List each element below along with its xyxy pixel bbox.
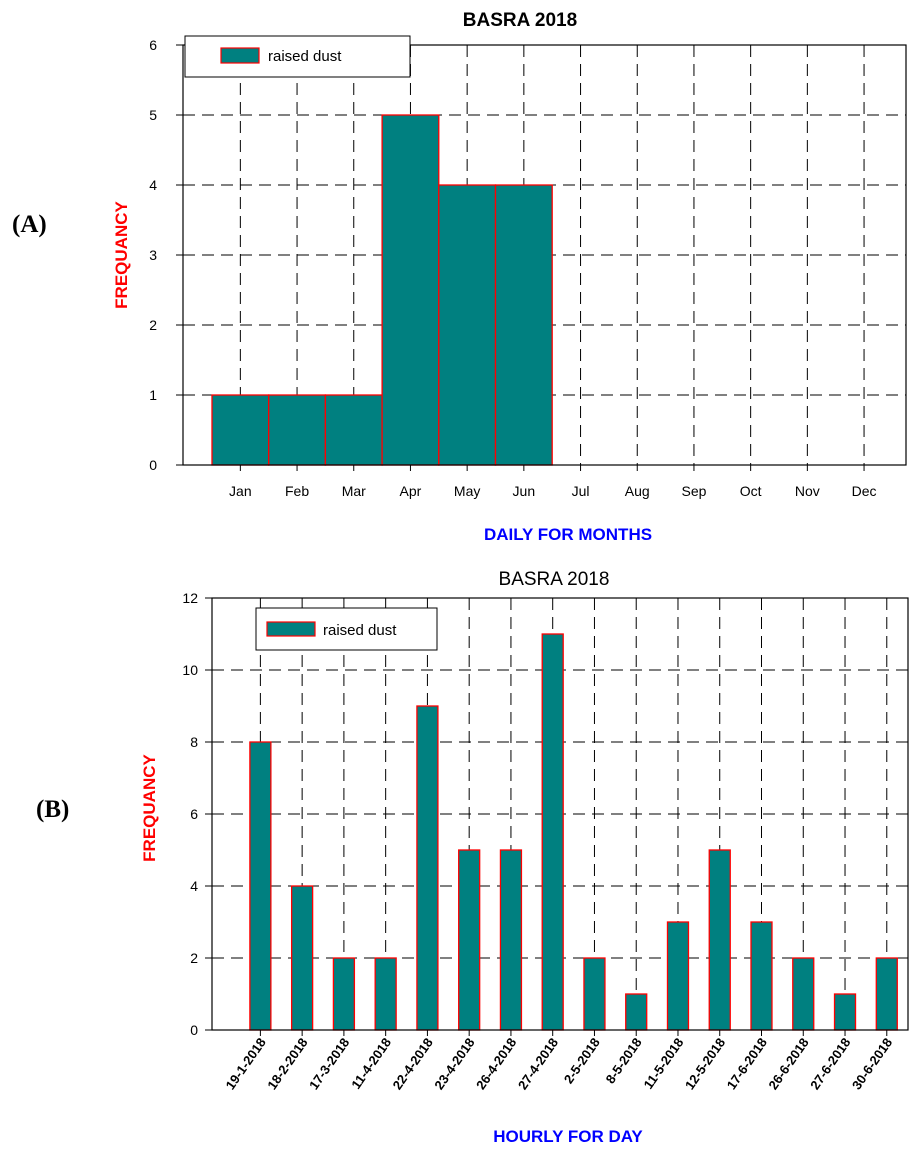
- bar-23-4-2018: [458, 849, 481, 1031]
- chart-b: (B) BASRA 2018 0 2 4 6 8 10 12 19-1-201818-2-2…: [36, 569, 909, 1146]
- bar-17-3-2018: [332, 957, 356, 1031]
- chart-a-bars: [211, 114, 553, 466]
- x-tick-label: 23-4-2018: [431, 1035, 477, 1092]
- x-tick-label: Jul: [572, 483, 590, 499]
- bar-19-1-2018: [249, 741, 272, 1031]
- bar-26-4-2018: [499, 849, 523, 1031]
- x-tick-label: Oct: [740, 483, 762, 499]
- chart-a: (A) BASRA 2018 0 1 2 3 4 5 6 Jan Feb Mar Apr May Ju…: [12, 10, 907, 544]
- chart-a-title: BASRA 2018: [463, 10, 577, 31]
- bar-may: [438, 184, 497, 466]
- y-tick-label: 4: [149, 177, 157, 193]
- chart-b-legend-swatch: [266, 621, 316, 637]
- x-tick-label: 11-4-2018: [348, 1035, 394, 1092]
- chart-a-x-ticks: Jan Feb Mar Apr May Jun Jul Aug Sep Oct Nov Dec: [229, 465, 877, 499]
- x-tick-label: Feb: [285, 483, 309, 499]
- bar-27-6-2018: [833, 993, 857, 1031]
- y-tick-label: 0: [149, 457, 157, 473]
- chart-a-y-axis-label: FREQUANCY: [112, 201, 131, 309]
- x-tick-label: 11-5-2018: [641, 1035, 687, 1092]
- x-tick-label: Jun: [513, 483, 536, 499]
- bar-feb: [268, 394, 327, 466]
- chart-b-legend: raised dust: [255, 607, 438, 651]
- x-tick-label: Aug: [625, 483, 650, 499]
- x-tick-label: 19-1-2018: [223, 1035, 269, 1092]
- chart-a-legend-swatch: [220, 47, 260, 64]
- panel-b-letter: (B): [36, 796, 69, 823]
- bar-11-4-2018: [374, 957, 397, 1031]
- chart-b-legend-label: raised dust: [323, 622, 397, 639]
- y-tick-label: 2: [149, 317, 157, 333]
- chart-a-x-axis-label: DAILY FOR MONTHS: [484, 525, 652, 544]
- bar-apr: [381, 114, 440, 466]
- x-tick-label: 26-4-2018: [473, 1035, 519, 1092]
- x-tick-label: 12-5-2018: [682, 1035, 728, 1092]
- x-tick-label: 18-2-2018: [264, 1035, 310, 1092]
- y-tick-label: 6: [190, 806, 198, 822]
- x-tick-label: 26-6-2018: [765, 1035, 811, 1092]
- bar-27-4-2018: [541, 633, 564, 1031]
- x-tick-label: Sep: [681, 483, 706, 499]
- bar-jan: [211, 394, 270, 466]
- y-tick-label: 12: [182, 590, 198, 606]
- bar-22-4-2018: [416, 705, 439, 1031]
- bar-12-5-2018: [708, 849, 731, 1031]
- bar-17-6-2018: [750, 921, 773, 1031]
- x-tick-label: 2-5-2018: [561, 1035, 603, 1086]
- x-tick-label: 17-6-2018: [724, 1035, 770, 1092]
- x-tick-label: Nov: [795, 483, 820, 499]
- y-tick-label: 4: [190, 878, 198, 894]
- x-tick-label: 30-6-2018: [849, 1035, 895, 1092]
- y-tick-label: 10: [182, 662, 198, 678]
- x-tick-label: Jan: [229, 483, 252, 499]
- chart-b-x-ticks: 19-1-201818-2-201817-3-201811-4-201822-4…: [223, 1030, 895, 1092]
- chart-a-y-ticks: 0 1 2 3 4 5 6: [149, 37, 183, 473]
- y-tick-label: 1: [149, 387, 157, 403]
- x-tick-label: Apr: [400, 483, 422, 499]
- chart-b-bars: [249, 633, 898, 1031]
- bar-30-6-2018: [875, 957, 898, 1031]
- bar-jun: [494, 184, 553, 466]
- x-tick-label: 17-3-2018: [306, 1035, 352, 1092]
- chart-a-legend-label: raised dust: [268, 48, 342, 65]
- y-tick-label: 3: [149, 247, 157, 263]
- bar-2-5-2018: [583, 957, 606, 1031]
- bar-26-6-2018: [792, 957, 815, 1031]
- chart-b-x-axis-label: HOURLY FOR DAY: [493, 1127, 643, 1146]
- x-tick-label: 8-5-2018: [603, 1035, 645, 1086]
- y-tick-label: 6: [149, 37, 157, 53]
- x-tick-label: Mar: [342, 483, 366, 499]
- x-tick-label: May: [454, 483, 480, 499]
- bar-8-5-2018: [625, 993, 648, 1031]
- bar-11-5-2018: [666, 921, 690, 1031]
- y-tick-label: 5: [149, 107, 157, 123]
- chart-b-y-ticks: 0 2 4 6 8 10 12: [182, 590, 212, 1038]
- panel-a-letter: (A): [12, 211, 47, 238]
- y-tick-label: 0: [190, 1022, 198, 1038]
- chart-a-legend: raised dust: [184, 35, 411, 78]
- chart-b-title: BASRA 2018: [499, 569, 610, 590]
- x-tick-label: 22-4-2018: [390, 1035, 436, 1092]
- y-tick-label: 8: [190, 734, 198, 750]
- y-tick-label: 2: [190, 950, 198, 966]
- bar-18-2-2018: [290, 885, 314, 1031]
- x-tick-label: Dec: [852, 483, 877, 499]
- bar-mar: [324, 394, 383, 466]
- x-tick-label: 27-6-2018: [807, 1035, 853, 1092]
- chart-b-y-axis-label: FREQUANCY: [140, 754, 159, 862]
- x-tick-label: 27-4-2018: [515, 1035, 561, 1092]
